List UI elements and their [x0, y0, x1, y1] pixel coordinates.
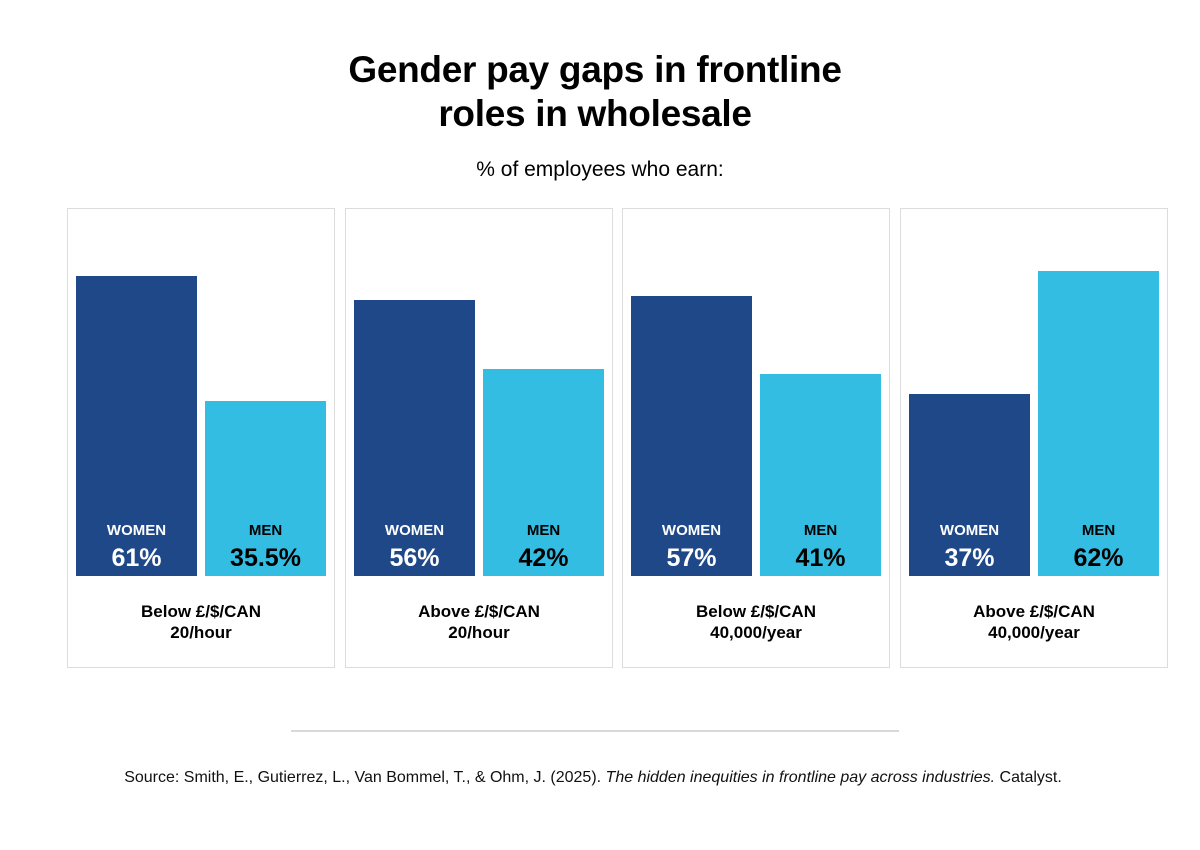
category-label-line: Above £/$/CAN	[418, 602, 540, 621]
bar-value-label: 41%	[795, 544, 846, 572]
bar-series-label: WOMEN	[661, 522, 722, 539]
bar-women: WOMEN 57%	[631, 295, 752, 576]
chart-title: Gender pay gaps in frontline roles in wh…	[0, 48, 1190, 136]
bar-men: MEN 41%	[760, 374, 881, 576]
bar-men: MEN 35.5%	[205, 401, 326, 576]
chart-title-line-2: roles in wholesale	[438, 93, 752, 134]
bar-value-label: 62%	[1073, 544, 1124, 572]
bar-men: MEN 62%	[1038, 270, 1159, 576]
bar-series-label: MEN	[526, 522, 561, 539]
bar-value-label: 35.5%	[230, 544, 301, 572]
source-citation: Source: Smith, E., Gutierrez, L., Van Bo…	[0, 768, 1186, 788]
bar-women: WOMEN 56%	[354, 300, 475, 576]
category-label: Below £/$/CAN 40,000/year	[623, 601, 889, 643]
category-label: Above £/$/CAN 20/hour	[346, 601, 612, 643]
category-label-line: 40,000/year	[988, 623, 1080, 642]
bar-value-label: 56%	[389, 544, 440, 572]
chart-subtitle: % of employees who earn:	[476, 158, 724, 181]
bar-series-label: WOMEN	[939, 522, 1000, 539]
category-label: Above £/$/CAN 40,000/year	[901, 601, 1167, 643]
bar-value-label: 37%	[944, 544, 995, 572]
bar-women: WOMEN 37%	[909, 393, 1030, 576]
category-label: Below £/$/CAN 20/hour	[68, 601, 334, 643]
bar-series-label: MEN	[1081, 522, 1116, 539]
chart-panel: WOMEN 37% MEN 62% Above £/$/CAN 40,000/year	[900, 208, 1168, 668]
chart-panel: WOMEN 56% MEN 42% Above £/$/CAN 20/hour	[345, 208, 613, 668]
bar-series-label: MEN	[248, 522, 283, 539]
chart-title-line-1: Gender pay gaps in frontline	[348, 49, 842, 90]
source-title: The hidden inequities in frontline pay a…	[605, 769, 996, 786]
bar-series-label: WOMEN	[384, 522, 445, 539]
category-label-line: 20/hour	[170, 623, 232, 642]
category-label-line: 20/hour	[448, 623, 510, 642]
bar-series-label: MEN	[803, 522, 838, 539]
category-label-line: 40,000/year	[710, 623, 802, 642]
bar-women: WOMEN 61%	[76, 275, 197, 576]
chart-panel: WOMEN 61% MEN 35.5% Below £/$/CAN 20/hour	[67, 208, 335, 668]
divider	[291, 730, 899, 732]
bar-series-label: WOMEN	[106, 522, 167, 539]
category-label-line: Below £/$/CAN	[696, 602, 816, 621]
bar-value-label: 57%	[666, 544, 717, 572]
chart-panel: WOMEN 57% MEN 41% Below £/$/CAN 40,000/year	[622, 208, 890, 668]
source-suffix: Catalyst.	[995, 769, 1062, 786]
bar-value-label: 61%	[111, 544, 162, 572]
category-label-line: Below £/$/CAN	[141, 602, 261, 621]
bar-value-label: 42%	[518, 544, 569, 572]
source-prefix: Source: Smith, E., Gutierrez, L., Van Bo…	[124, 769, 606, 786]
bar-men: MEN 42%	[483, 369, 604, 576]
category-label-line: Above £/$/CAN	[973, 602, 1095, 621]
